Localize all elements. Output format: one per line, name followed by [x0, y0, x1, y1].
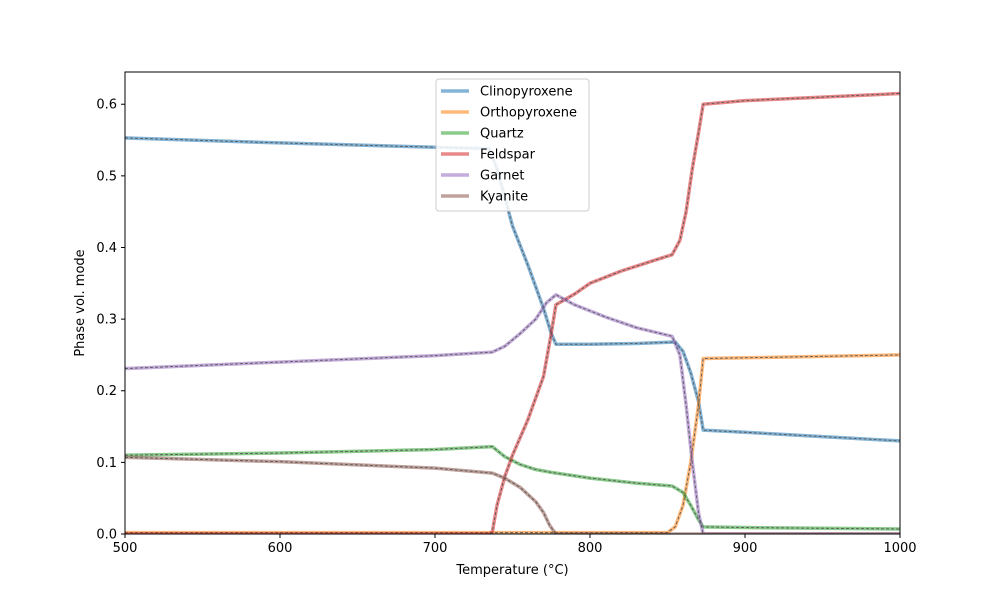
legend: Clinopyroxene Orthopyroxene Quartz Feldspar… — [435, 78, 590, 212]
legend-label: Quartz — [480, 127, 524, 142]
x-tick-label: 800 — [578, 541, 603, 556]
y-tick-label: 0.3 — [96, 313, 117, 328]
axes: 500 600 700 800 900 1000 0.0 0.1 0.2 0.3 0.4 0.5 0.6 — [96, 71, 917, 556]
legend-label: Garnet — [480, 169, 525, 184]
legend-box — [435, 78, 590, 212]
series-overlay-kyanite — [125, 456, 900, 534]
x-tick-label: 700 — [423, 541, 448, 556]
x-tick-label: 600 — [268, 541, 293, 556]
y-tick-label: 0.0 — [96, 528, 117, 543]
y-tick-label: 0.1 — [96, 456, 117, 471]
legend-label: Clinopyroxene — [480, 85, 573, 100]
legend-label: Kyanite — [480, 190, 528, 205]
series-overlay-quartz — [125, 446, 900, 530]
legend-label: Orthopyroxene — [480, 106, 577, 121]
y-tick-label: 0.2 — [96, 384, 117, 399]
y-tick-label: 0.5 — [96, 169, 117, 184]
series-overlay-feldspar — [125, 92, 900, 534]
axes-frame — [124, 71, 901, 535]
x-tick-label: 1000 — [883, 541, 916, 556]
series-overlay-garnet — [125, 294, 900, 534]
y-axis-label: Phase vol. mode — [73, 249, 88, 356]
y-tick-label: 0.4 — [96, 241, 117, 256]
legend-label: Feldspar — [480, 148, 536, 163]
x-tick-label: 500 — [113, 541, 138, 556]
x-tick-label: 900 — [733, 541, 758, 556]
y-tick-label: 0.6 — [96, 98, 117, 113]
x-axis-label: Temperature (°C) — [455, 563, 568, 578]
